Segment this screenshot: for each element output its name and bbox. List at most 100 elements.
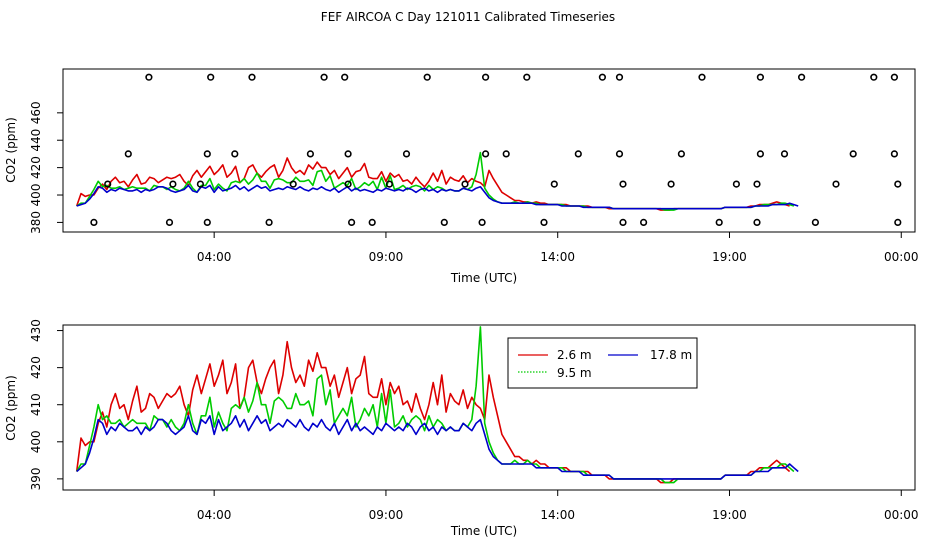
top-marker (615, 150, 624, 158)
top-series-line-17-8-m (76, 184, 799, 210)
bottom-series-line-9-5-m (76, 326, 795, 484)
top-marker (619, 180, 627, 188)
top-y-tick-label: 460 (29, 101, 43, 124)
top-x-tick-label: 09:00 (369, 250, 404, 264)
bottom-y-tick-label: 430 (29, 319, 43, 342)
top-marker (715, 218, 723, 226)
top-marker (797, 73, 806, 81)
legend: 2.6 m 17.8 m 9.5 m (507, 337, 698, 389)
top-y-ticks: 380 400 420 440 460 (29, 101, 63, 234)
top-marker (248, 73, 256, 81)
top-markers (90, 73, 902, 226)
top-y-axis-label: CO2 (ppm) (4, 117, 18, 183)
bottom-x-tick-label: 00:00 (884, 508, 919, 522)
bottom-series-line-2-6-m (75, 340, 791, 484)
top-x-ticks: 04:00 09:00 14:00 19:00 00:00 (197, 232, 919, 264)
top-marker (482, 73, 490, 81)
top-marker (306, 150, 315, 158)
top-x-axis-label: Time (UTC) (450, 271, 517, 285)
top-marker (619, 218, 627, 226)
top-marker (753, 218, 761, 226)
bottom-panel: 04:00 09:00 14:00 19:00 00:00 390 400 410 420 43… (4, 319, 919, 538)
top-marker (207, 73, 215, 81)
top-marker (639, 218, 648, 226)
bottom-y-axis-label: CO2 (ppm) (4, 375, 18, 441)
top-marker (780, 150, 789, 158)
top-marker (523, 73, 531, 81)
top-marker (753, 180, 761, 188)
bottom-x-ticks: 04:00 09:00 14:00 19:00 00:00 (197, 490, 919, 522)
top-marker (203, 218, 211, 226)
top-plot-frame (62, 68, 916, 233)
top-marker (203, 150, 211, 158)
top-marker (385, 180, 394, 188)
top-y-tick-label: 440 (29, 129, 43, 152)
bottom-y-tick-label: 410 (29, 393, 43, 416)
top-marker (667, 180, 675, 188)
bottom-x-tick-label: 09:00 (369, 508, 404, 522)
bottom-x-tick-label: 04:00 (197, 508, 232, 522)
top-x-tick-label: 14:00 (540, 250, 575, 264)
top-y-tick-label: 380 (29, 211, 43, 234)
top-marker (890, 73, 899, 81)
bottom-series-lines (75, 326, 799, 484)
top-marker (348, 218, 356, 226)
top-marker (124, 150, 132, 158)
top-marker (341, 73, 349, 81)
legend-label-17-8m: 17.8 m (650, 348, 692, 362)
top-marker (598, 73, 607, 81)
top-marker (502, 150, 510, 158)
top-marker (756, 150, 765, 158)
top-marker (90, 218, 98, 226)
top-marker (461, 180, 469, 188)
top-series-lines (75, 151, 799, 211)
top-series-line-2-6-m (75, 157, 790, 211)
top-marker (540, 218, 548, 226)
bottom-y-tick-label: 420 (29, 356, 43, 379)
top-marker (145, 73, 153, 81)
top-y-tick-label: 420 (29, 156, 43, 179)
top-x-tick-label: 04:00 (197, 250, 232, 264)
top-marker (478, 218, 486, 226)
legend-box (507, 337, 698, 389)
top-marker (169, 180, 177, 188)
top-marker (320, 73, 328, 81)
top-marker (615, 73, 624, 81)
top-marker (344, 180, 352, 188)
top-marker (890, 150, 899, 158)
top-marker (849, 150, 857, 158)
top-marker (550, 180, 558, 188)
top-panel: 04:00 09:00 14:00 19:00 00:00 380 400 420 440 46… (4, 68, 919, 285)
top-marker (368, 218, 376, 226)
top-marker (482, 150, 490, 158)
chart-title: FEF AIRCOA C Day 121011 Calibrated Times… (321, 10, 615, 24)
top-marker (196, 180, 204, 188)
top-marker (344, 150, 352, 158)
bottom-y-ticks: 390 400 410 420 430 (29, 319, 63, 490)
top-marker (732, 180, 741, 188)
bottom-plot-frame (62, 324, 916, 491)
top-marker (402, 150, 411, 158)
top-marker (677, 150, 686, 158)
top-marker (698, 73, 706, 81)
top-marker (574, 150, 582, 158)
legend-label-9-5m: 9.5 m (557, 366, 592, 380)
bottom-x-axis-label: Time (UTC) (450, 524, 517, 538)
top-marker (289, 180, 297, 188)
top-marker (756, 73, 765, 81)
top-marker (894, 218, 902, 226)
top-x-tick-label: 00:00 (884, 250, 919, 264)
bottom-x-tick-label: 14:00 (540, 508, 575, 522)
top-marker (265, 218, 273, 226)
top-marker (811, 218, 820, 226)
top-marker (104, 180, 112, 188)
bottom-y-tick-label: 400 (29, 430, 43, 453)
top-marker (423, 73, 431, 81)
top-marker (832, 180, 840, 188)
bottom-x-tick-label: 19:00 (712, 508, 747, 522)
top-marker (440, 218, 448, 226)
top-marker (894, 180, 902, 188)
top-marker (870, 73, 878, 81)
bottom-series-line-17-8-m (76, 414, 799, 480)
